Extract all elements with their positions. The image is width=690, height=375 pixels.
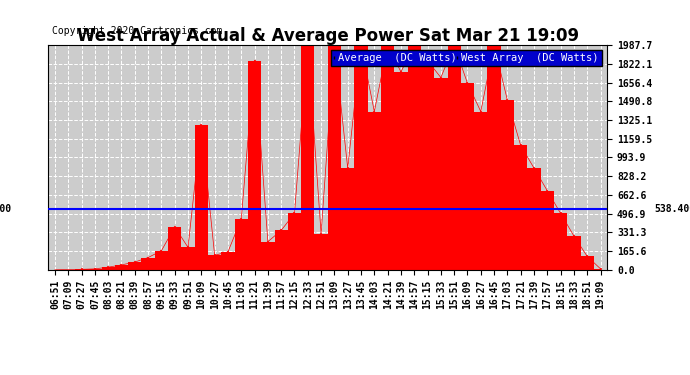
Text: 538.400: 538.400	[0, 204, 12, 214]
Text: Copyright 2020 Cartronics.com: Copyright 2020 Cartronics.com	[52, 26, 222, 36]
Text: 538.400: 538.400	[655, 204, 690, 214]
Legend: Average  (DC Watts), West Array  (DC Watts): Average (DC Watts), West Array (DC Watts…	[331, 50, 602, 66]
Title: West Array Actual & Average Power Sat Mar 21 19:09: West Array Actual & Average Power Sat Ma…	[77, 27, 579, 45]
